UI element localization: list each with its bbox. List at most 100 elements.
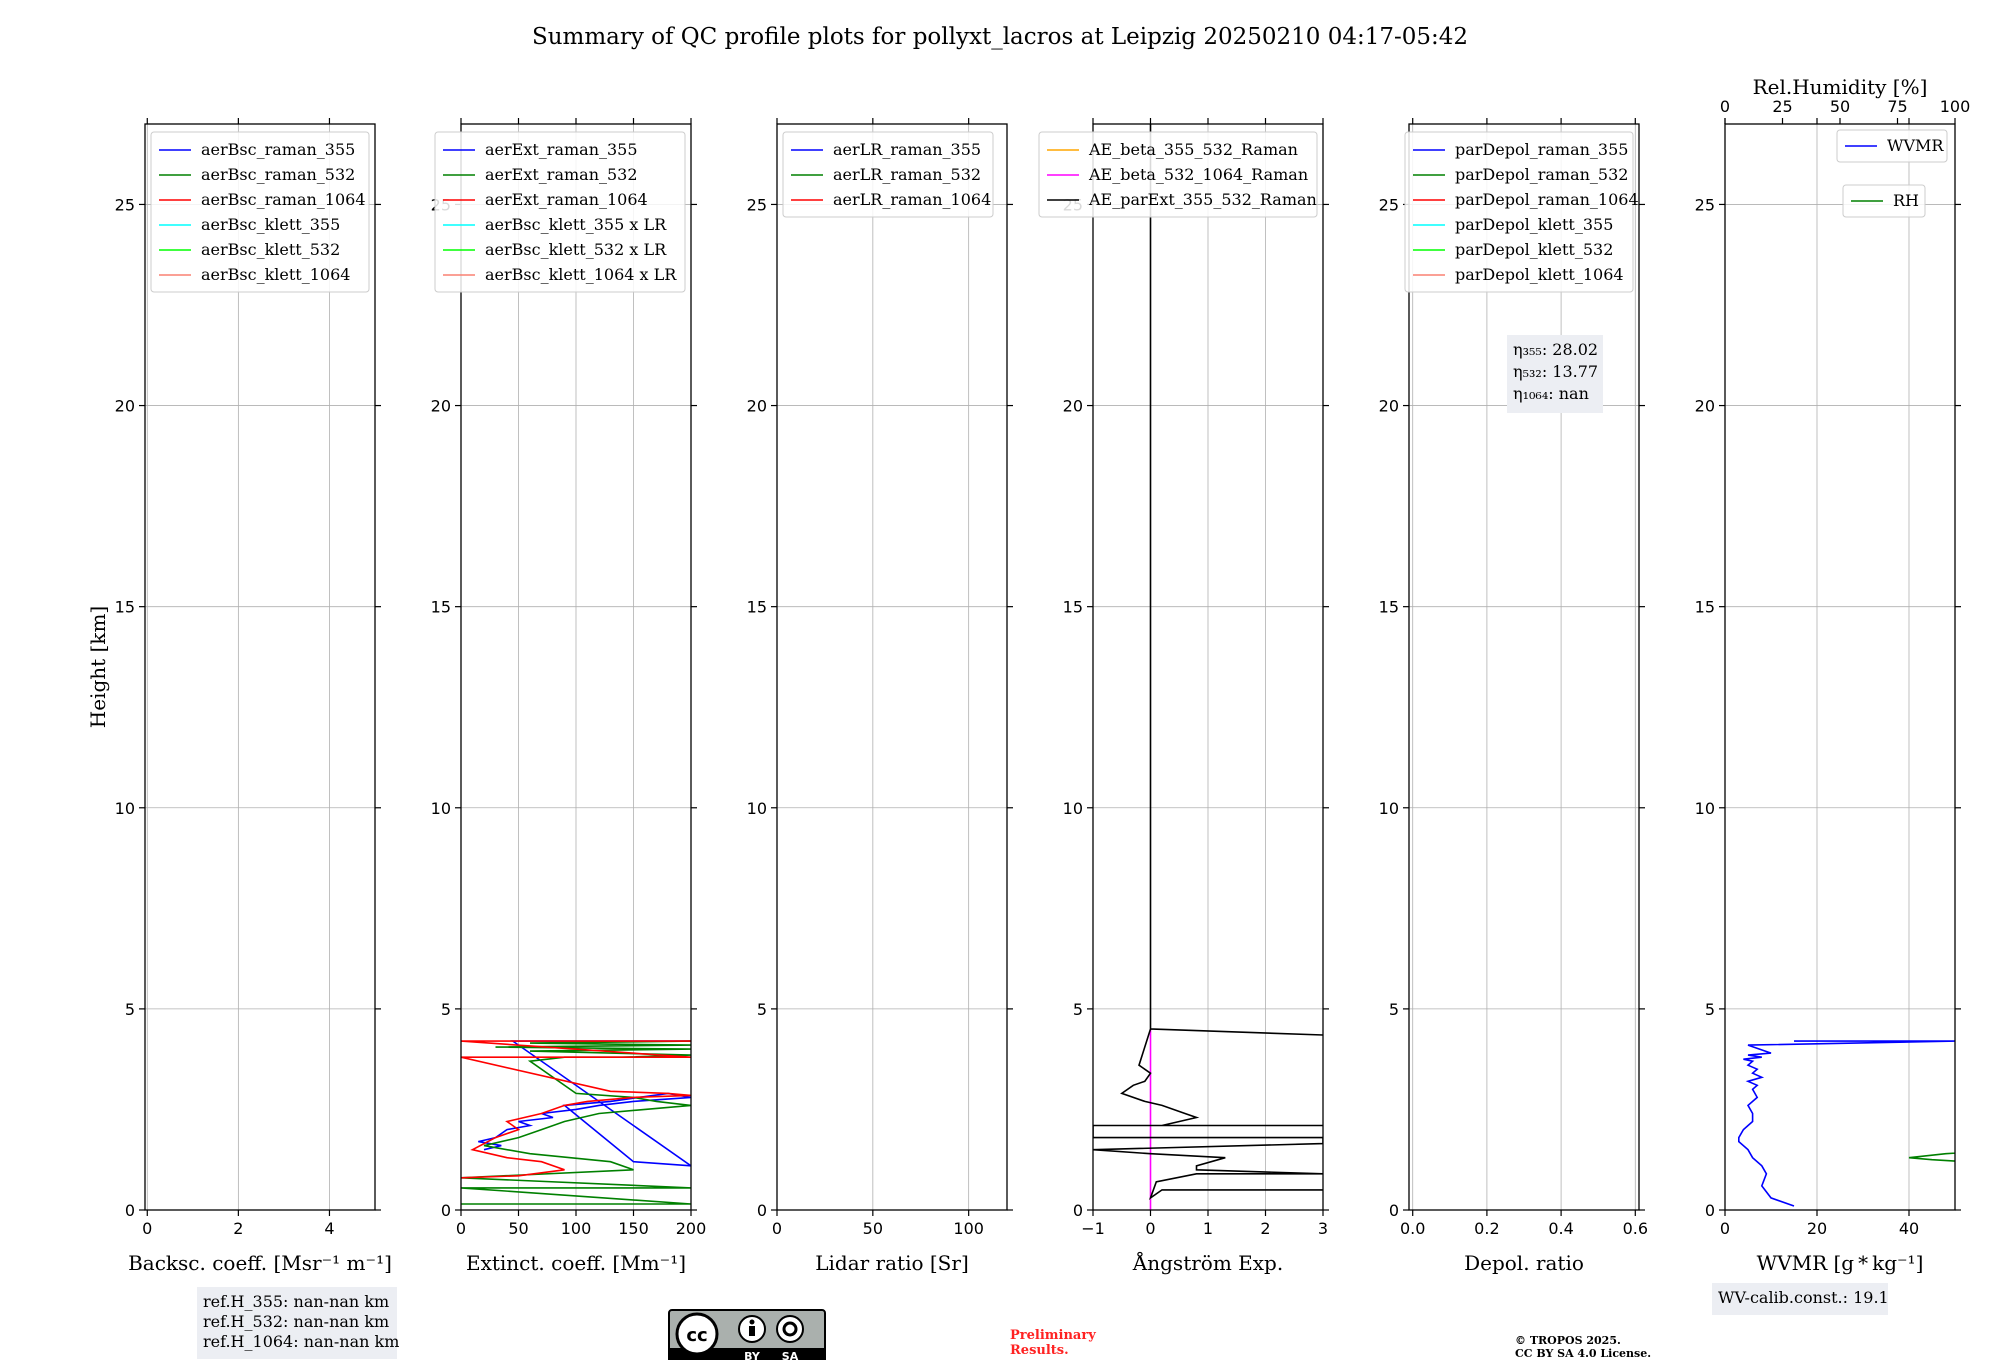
legend: aerExt_raman_355 aerExt_raman_532 aerExt_r… (434, 131, 686, 293)
legend-entry: aerBsc_klett_1064 x LR (485, 265, 677, 284)
legend-entry: aerLR_raman_532 (833, 165, 981, 184)
top-x-tick-label: 50 (1830, 97, 1850, 116)
series-line-AE_parExt_355_532_Raman (1093, 124, 1323, 1200)
x-axis-label: Ångström Exp. (1132, 1250, 1283, 1275)
x-tick-label: 50 (508, 1219, 528, 1238)
y-tick-label: 5 (441, 1000, 451, 1019)
y-tick-label: 10 (1379, 799, 1399, 818)
y-tick-label: 20 (747, 397, 767, 416)
legend: WVMR RH (1836, 129, 1948, 218)
x-axis-label: WVMR [g * kg⁻¹] (1757, 1251, 1924, 1275)
x-tick-label: 0.0 (1400, 1219, 1425, 1238)
x-tick-label: 40 (1899, 1219, 1919, 1238)
x-tick-label: 0 (1145, 1219, 1155, 1238)
cc-by-label: BY (744, 1350, 761, 1360)
annotation-line: η₃₅₅: 28.02 (1513, 340, 1598, 359)
axes-frame (1092, 123, 1324, 1211)
legend: aerBsc_raman_355 aerBsc_raman_532 aerBsc_r… (150, 131, 370, 293)
top-x-tick-label: 25 (1772, 97, 1792, 116)
top-x-tick-label: 75 (1887, 97, 1907, 116)
top-x-tick-label: 0 (1720, 97, 1730, 116)
y-tick-label: 15 (1695, 598, 1715, 617)
x-tick-label: 0.4 (1548, 1219, 1573, 1238)
annotation-background (1507, 335, 1603, 413)
cc-by-sa-logo: cc BY SA (668, 1309, 826, 1360)
figure-title: Summary of QC profile plots for pollyxt_… (532, 24, 1468, 50)
legend: aerLR_raman_355 aerLR_raman_532 aerLR_rama… (782, 131, 994, 218)
legend-entry: aerBsc_klett_1064 (201, 265, 350, 284)
x-tick-label: 2 (1260, 1219, 1270, 1238)
legend-entry: aerBsc_klett_355 x LR (485, 215, 667, 234)
by-person-head (749, 1319, 755, 1325)
by-person-body (749, 1326, 755, 1336)
axes-frame (1724, 123, 1956, 1211)
y-tick-label: 10 (115, 799, 135, 818)
x-tick-label: 0 (142, 1219, 152, 1238)
y-tick-label: 25 (115, 195, 135, 214)
legend-box (1038, 131, 1318, 218)
y-tick-label: 0 (757, 1201, 767, 1220)
legend-entry: aerLR_raman_1064 (833, 190, 991, 209)
series-line-WVMR (1738, 1040, 1955, 1207)
legend-box (1836, 129, 1948, 163)
legend: parDepol_raman_355 parDepol_raman_532 parD… (1404, 131, 1639, 293)
legend-entry: parDepol_raman_355 (1455, 140, 1628, 159)
x-tick-label: 1 (1203, 1219, 1213, 1238)
x-tick-label: 0 (772, 1219, 782, 1238)
cc-icon-glyph: cc (686, 1325, 707, 1346)
y-tick-label: 15 (747, 598, 767, 617)
legend-entry: aerBsc_raman_532 (201, 165, 355, 184)
x-tick-label: 100 (953, 1219, 984, 1238)
x-tick-label: 20 (1807, 1219, 1827, 1238)
y-tick-label: 10 (1695, 799, 1715, 818)
legend-entry: parDepol_klett_1064 (1455, 265, 1624, 284)
y-tick-label: 25 (1695, 195, 1715, 214)
x-tick-label: 200 (676, 1219, 707, 1238)
legend-entry: aerExt_raman_1064 (485, 190, 648, 209)
legend-box (1404, 131, 1634, 293)
legend-box (782, 131, 994, 218)
y-tick-label: 0 (441, 1201, 451, 1220)
legend-entry: parDepol_raman_532 (1455, 165, 1628, 184)
legend-entry: WVMR (1887, 136, 1944, 155)
x-axis-label: Lidar ratio [Sr] (815, 1251, 969, 1275)
panel-lr: 0 5 10 15 20 25 0 50 100 Lidar ratio [Sr] aerLR_ra… (747, 118, 1013, 1275)
panel-depol: 0 5 10 15 20 25 0.0 0.2 0.4 0.6 Depol. ratio parDep… (1379, 118, 1648, 1275)
y-tick-label: 0 (125, 1201, 135, 1220)
axes-frame (776, 123, 1008, 1211)
top-x-tick-label: 100 (1940, 97, 1971, 116)
legend-entry: parDepol_klett_355 (1455, 215, 1613, 234)
legend-entry: AE_beta_355_532_Raman (1088, 140, 1298, 159)
legend-entry: RH (1893, 191, 1919, 210)
x-axis-label: Extinct. coeff. [Mm⁻¹] (466, 1251, 686, 1275)
height-axis-label: Height [km] (86, 606, 110, 728)
y-tick-label: 5 (125, 1000, 135, 1019)
y-tick-label: 20 (1695, 397, 1715, 416)
y-tick-label: 0 (1073, 1201, 1083, 1220)
x-tick-label: 2 (233, 1219, 243, 1238)
copyright-note: © TROPOS 2025. (1515, 1334, 1621, 1347)
annotation-line: η₅₃₂: 13.77 (1513, 362, 1598, 381)
x-tick-label: 3 (1318, 1219, 1328, 1238)
x-tick-label: 0.2 (1474, 1219, 1499, 1238)
series-group (1738, 1040, 1955, 1207)
legend-entry: aerBsc_raman_1064 (201, 190, 366, 209)
y-tick-label: 20 (1379, 397, 1399, 416)
y-tick-label: 20 (431, 397, 451, 416)
y-tick-label: 10 (431, 799, 451, 818)
legend-entry: aerBsc_klett_532 x LR (485, 240, 667, 259)
annotation-box: WV-calib.const.: 19.1 (1712, 1283, 1889, 1315)
y-tick-label: 5 (757, 1000, 767, 1019)
y-tick-label: 10 (1063, 799, 1083, 818)
annotation-line: ref.H_355: nan-nan km (203, 1292, 389, 1311)
x-tick-label: 100 (561, 1219, 592, 1238)
y-tick-label: 15 (1063, 598, 1083, 617)
y-tick-label: 5 (1389, 1000, 1399, 1019)
x-tick-label: 0 (1720, 1219, 1730, 1238)
series-group (1093, 124, 1323, 1210)
x-tick-label: −1 (1081, 1219, 1105, 1238)
y-tick-label: 15 (431, 598, 451, 617)
y-tick-label: 0 (1705, 1201, 1715, 1220)
legend-box (1842, 184, 1926, 218)
